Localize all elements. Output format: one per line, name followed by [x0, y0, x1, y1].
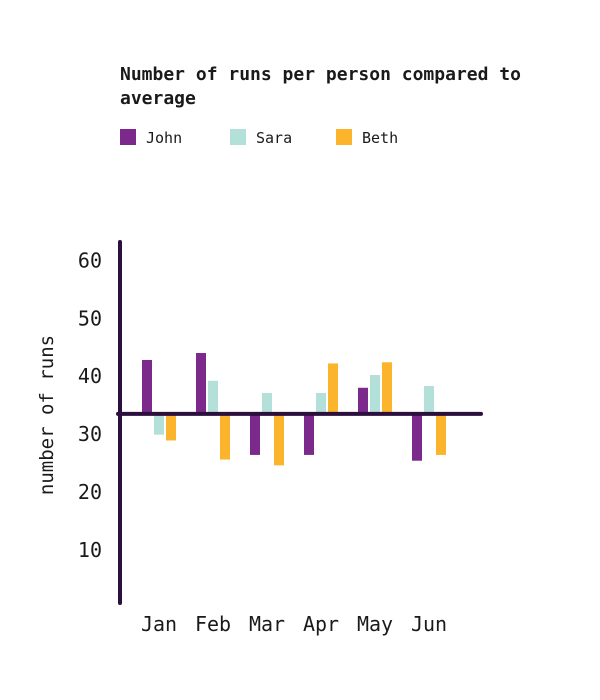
bar-sara-jan	[154, 413, 164, 435]
bar-beth-feb	[220, 413, 230, 460]
bar-beth-mar	[274, 413, 284, 466]
y-axis-title: number of runs	[36, 335, 58, 495]
bar-john-feb	[196, 353, 206, 414]
x-tick-label-feb: Feb	[195, 612, 231, 636]
bar-beth-apr	[328, 363, 338, 414]
legend-label-sara: Sara	[256, 129, 293, 147]
bar-beth-may	[382, 362, 392, 414]
x-tick-label-may: May	[357, 612, 393, 636]
y-tick-label-20: 20	[78, 480, 102, 504]
y-tick-label-60: 60	[78, 248, 102, 272]
legend-label-beth: Beth	[362, 129, 399, 147]
x-tick-label-jun: Jun	[411, 612, 447, 636]
bar-sara-feb	[208, 380, 218, 414]
bar-john-jan	[142, 359, 152, 414]
y-tick-label-10: 10	[78, 538, 102, 562]
legend-swatch-beth	[336, 129, 352, 145]
chart-title: Number of runs per person compared to av…	[120, 64, 521, 109]
legend-swatch-sara	[230, 129, 246, 145]
bar-john-jun	[412, 413, 422, 461]
bar-john-mar	[250, 413, 260, 455]
legend-swatch-john	[120, 129, 136, 145]
bar-beth-jun	[436, 413, 446, 455]
bar-sara-mar	[262, 392, 272, 414]
x-tick-label-mar: Mar	[249, 612, 285, 636]
legend-label-john: John	[146, 129, 183, 147]
x-tick-label-jan: Jan	[141, 612, 177, 636]
bar-john-apr	[304, 413, 314, 455]
bar-john-may	[358, 387, 368, 414]
bar-sara-may	[370, 375, 380, 414]
y-tick-label-50: 50	[78, 306, 102, 330]
y-tick-label-40: 40	[78, 364, 102, 388]
bar-sara-apr	[316, 392, 326, 414]
y-tick-label-30: 30	[78, 422, 102, 446]
bar-beth-jan	[166, 413, 176, 441]
bar-sara-jun	[424, 386, 434, 414]
x-tick-label-apr: Apr	[303, 612, 339, 636]
